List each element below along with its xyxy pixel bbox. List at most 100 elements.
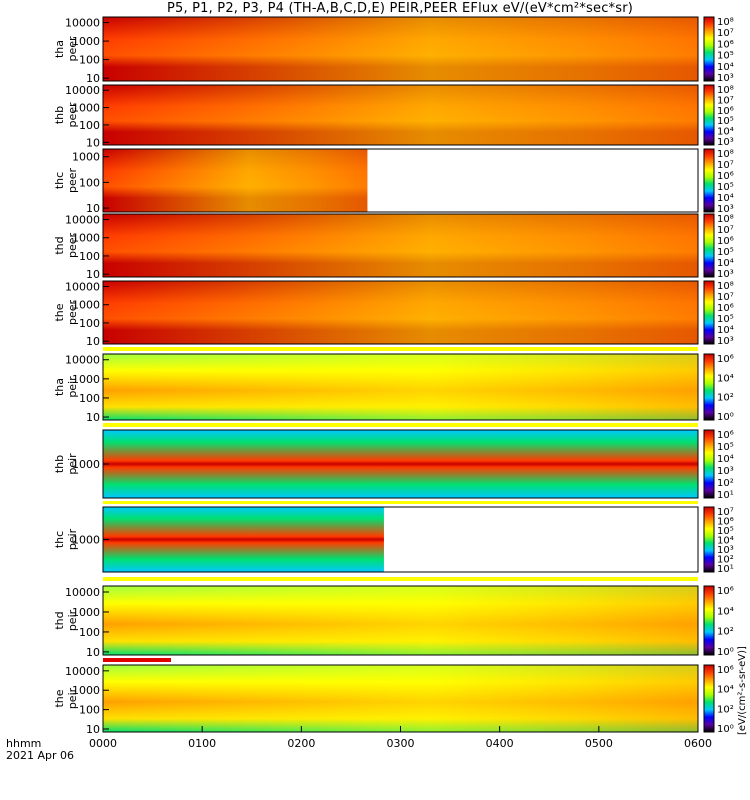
- y-axis-label: thc: [53, 531, 66, 548]
- y-axis-label: the: [53, 689, 66, 707]
- y-tick-label: 1000: [72, 534, 100, 547]
- date-label: 2021 Apr 06: [6, 749, 75, 762]
- y-axis-label: tha: [53, 40, 66, 58]
- colorbar-tick-label: 10⁴: [717, 685, 734, 696]
- colorbar-tick-label: 10⁷: [717, 225, 734, 236]
- colorbar-tick-label: 10²: [717, 478, 734, 489]
- spectrogram-shading: [103, 85, 698, 145]
- colorbar-tick-label: 10⁵: [717, 182, 734, 193]
- y-axis-label: peer: [66, 36, 79, 62]
- colorbar: [703, 84, 715, 146]
- colorbar-tick-label: 10²: [717, 555, 734, 566]
- colorbar-tick-label: 10²: [717, 393, 734, 404]
- colorbar-tick-label: 10⁴: [717, 325, 734, 336]
- panel-frame: [102, 429, 699, 499]
- status-bar-yellow: [103, 423, 698, 427]
- colorbar: [703, 213, 715, 278]
- colorbar-tick-label: 10⁴: [717, 536, 734, 547]
- y-axis-label: peir: [66, 528, 79, 550]
- panel-thd-peir: 10 100 1000 10000 thd peir 10⁶ 10⁴ 10² 10⁰: [53, 585, 734, 659]
- y-tick-label: 1000: [72, 102, 100, 115]
- colorbar-tick-label: 10⁴: [717, 62, 734, 73]
- colorbar-tick-label: 10⁰: [717, 647, 734, 658]
- colorbar-tick-label: 10²: [717, 704, 734, 715]
- colorbar: [703, 148, 715, 213]
- y-tick-label: 100: [79, 119, 100, 132]
- x-axis-unit-label: hhmm: [6, 737, 42, 750]
- y-axis-label: peir: [66, 453, 79, 475]
- spectrogram-shading: [103, 665, 698, 732]
- x-tick-label: 0300: [387, 737, 415, 750]
- colorbar-tick-label: 10⁴: [717, 606, 734, 617]
- colorbar-tick-label: 10⁸: [717, 17, 734, 28]
- colorbar-tick-label: 10³: [717, 466, 734, 477]
- status-bar-red: [103, 658, 171, 662]
- colorbar-tick-label: 10⁴: [717, 454, 734, 465]
- colorbar: [703, 16, 715, 82]
- y-tick-label: 100: [79, 54, 100, 67]
- colorbar-tick-label: 10⁵: [717, 116, 734, 127]
- y-tick-label: 1000: [72, 458, 100, 471]
- y-tick-label: 1000: [72, 606, 100, 619]
- colorbar-tick-label: 10⁶: [717, 586, 734, 597]
- colorbar-tick-label: 10⁸: [717, 85, 734, 96]
- y-tick-label: 10: [86, 646, 100, 659]
- y-tick-label: 10: [86, 335, 100, 348]
- panel-frame: [102, 16, 699, 82]
- colorbar-tick-label: 10³: [717, 336, 734, 347]
- y-axis-label: peer: [66, 102, 79, 128]
- y-tick-label: 100: [79, 250, 100, 263]
- colorbar-tick-label: 10⁴: [717, 373, 734, 384]
- x-tick-label: 0100: [188, 737, 216, 750]
- colorbar: [703, 429, 715, 499]
- colorbar: [703, 280, 715, 345]
- x-tick-label: 0200: [287, 737, 315, 750]
- status-bar-yellow: [103, 501, 698, 504]
- y-tick-label: 1000: [72, 684, 100, 697]
- colorbar-tick-label: 10⁸: [717, 149, 734, 160]
- colorbar-tick-label: 10³: [717, 73, 734, 84]
- colorbar-tick-label: 10⁴: [717, 258, 734, 269]
- colorbar-tick-label: 10³: [717, 269, 734, 280]
- y-tick-label: 10: [86, 723, 100, 736]
- x-tick-label: 0400: [486, 737, 514, 750]
- y-axis-label: peer: [66, 233, 79, 259]
- spectrogram-shading: [103, 149, 368, 212]
- y-tick-label: 10000: [65, 354, 100, 367]
- colorbar: [703, 585, 715, 656]
- panel-frame: [102, 353, 699, 421]
- y-axis-label: tha: [53, 378, 66, 396]
- y-axis-label: thd: [53, 611, 66, 629]
- spectrogram-shading: [103, 354, 698, 420]
- x-tick-label: 0600: [684, 737, 712, 750]
- panel-frame: [102, 280, 699, 345]
- panel-frame: [102, 213, 699, 278]
- colorbar-tick-label: 10⁴: [717, 193, 734, 204]
- y-tick-label: 100: [79, 704, 100, 717]
- colorbar-tick-label: 10⁶: [717, 106, 734, 117]
- colorbar-tick-label: 10⁵: [717, 247, 734, 258]
- colorbar-tick-label: 10³: [717, 137, 734, 148]
- y-tick-label: 10: [86, 411, 100, 424]
- spectrogram-shading: [103, 281, 698, 344]
- colorbar: [703, 664, 715, 733]
- colorbar: [703, 353, 715, 421]
- panel-tha-peir: 10 100 1000 10000 tha peir 10⁶ 10⁴ 10² 10⁰: [53, 353, 734, 424]
- y-tick-label: 100: [79, 392, 100, 405]
- y-tick-label: 1000: [72, 151, 100, 164]
- spectrogram-shading: [103, 586, 698, 655]
- colorbar-tick-label: 10⁷: [717, 292, 734, 303]
- colorbar-tick-label: 10⁸: [717, 281, 734, 292]
- y-axis-label: peir: [66, 376, 79, 398]
- colorbar-tick-label: 10⁰: [717, 724, 734, 735]
- colorbar-tick-label: 10⁷: [717, 28, 734, 39]
- y-axis-label: thc: [53, 172, 66, 189]
- data-gap: [367, 149, 698, 212]
- colorbar-tick-label: 10⁶: [717, 236, 734, 247]
